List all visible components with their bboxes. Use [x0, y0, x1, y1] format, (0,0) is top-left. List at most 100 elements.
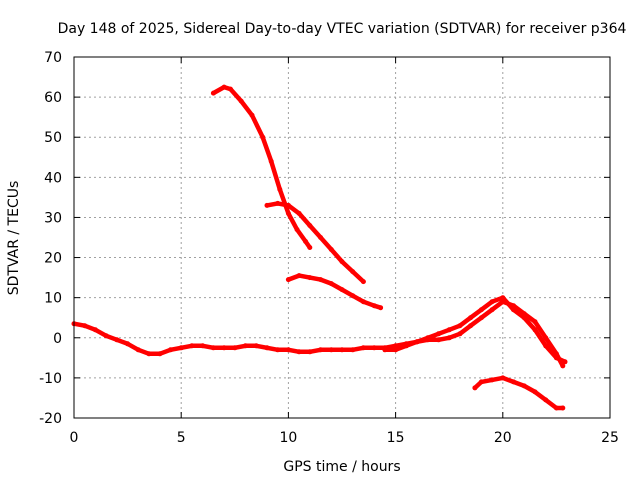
data-point [285, 347, 291, 353]
y-tick-label: 60 [44, 90, 62, 106]
data-point [260, 134, 266, 140]
data-point [221, 345, 227, 351]
data-point [382, 347, 388, 353]
data-point [275, 200, 281, 206]
data-point [543, 343, 549, 349]
y-tick-label: 0 [53, 331, 62, 347]
chart-title: Day 148 of 2025, Sidereal Day-to-day VTE… [58, 21, 627, 37]
data-point [307, 223, 313, 228]
data-point [446, 327, 452, 333]
data-point [168, 347, 173, 353]
data-point [318, 277, 324, 283]
y-tick-label: -20 [39, 411, 62, 427]
data-point [403, 343, 409, 349]
data-point [393, 347, 399, 353]
data-point [125, 341, 131, 347]
data-point [360, 279, 366, 285]
data-point [350, 269, 356, 275]
data-point [296, 349, 302, 355]
data-point [560, 363, 566, 369]
data-point [189, 343, 195, 349]
data-point [328, 281, 334, 287]
data-point [318, 347, 324, 353]
data-point [210, 90, 216, 96]
y-tick-label: 50 [44, 130, 62, 146]
data-point [157, 351, 163, 357]
data-point [560, 405, 566, 411]
data-point [339, 347, 345, 353]
data-point [511, 307, 516, 313]
y-tick-label: -10 [39, 371, 62, 387]
data-point [275, 347, 281, 353]
data-point [532, 327, 538, 333]
data-point [457, 323, 463, 329]
data-point [238, 98, 244, 104]
plot-frame [73, 56, 611, 419]
data-point [277, 186, 283, 192]
data-point [562, 359, 568, 365]
x-tick-label: 0 [70, 430, 79, 446]
data-point [92, 327, 98, 333]
data-point [307, 245, 313, 250]
data-point [294, 227, 300, 232]
data-point [511, 379, 516, 385]
grid [74, 57, 610, 418]
data-point [114, 337, 120, 343]
data-point [543, 335, 549, 341]
data-point [378, 305, 384, 311]
data-point [228, 86, 233, 92]
series-arc-5 [286, 273, 383, 310]
data-point [489, 307, 495, 313]
data-point [210, 345, 216, 351]
data-point [268, 158, 274, 164]
data-point [350, 293, 356, 299]
data-point [328, 347, 334, 353]
x-axis-label: GPS time / hours [283, 459, 400, 475]
data-point [553, 355, 559, 361]
data-point [478, 315, 484, 321]
data-point [232, 345, 238, 351]
data-point [264, 202, 270, 208]
data-point [468, 315, 474, 321]
data-point [371, 303, 377, 309]
data-point [249, 112, 255, 118]
data-point [253, 343, 259, 349]
data-point [285, 210, 291, 216]
data-point [103, 333, 109, 339]
data-point [360, 299, 366, 305]
y-tick-label: 10 [44, 291, 62, 307]
data-point [500, 295, 506, 301]
data-point [457, 331, 463, 337]
data-point [425, 335, 431, 341]
data-point [82, 323, 88, 329]
data-point [543, 397, 549, 403]
data-point [221, 84, 227, 90]
data-point [178, 345, 184, 351]
data-point [360, 345, 366, 351]
data-point [553, 405, 559, 411]
tick-labels: 0 5 10 15 20 25 -20 -10 0 10 20 30 40 50 60 70 [39, 50, 619, 446]
data-point [478, 307, 484, 313]
x-tick-label: 10 [279, 430, 297, 446]
data-point [436, 331, 441, 337]
data-point [296, 273, 302, 279]
data-point [446, 335, 452, 341]
data-point [500, 375, 506, 381]
data-point [339, 259, 345, 265]
x-tick-label: 20 [494, 430, 512, 446]
data-point [318, 235, 324, 240]
y-tick-label: 30 [44, 210, 62, 226]
data-point [303, 239, 309, 244]
data-point [414, 339, 420, 345]
data-point [307, 349, 313, 355]
plot-series [71, 84, 568, 411]
data-point [521, 315, 527, 321]
data-point [521, 383, 527, 389]
data-point [200, 343, 206, 349]
data-point [285, 277, 291, 283]
data-point [243, 343, 248, 349]
data-point [264, 345, 270, 351]
data-point [328, 247, 334, 252]
data-point [478, 379, 484, 385]
